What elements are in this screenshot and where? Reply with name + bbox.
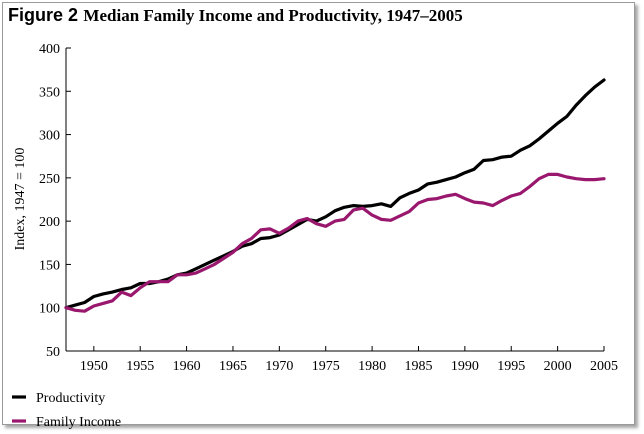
- x-ticks: 1950 1955 1960 1965 1970 1975 1980 1985 1990 1995…: [80, 346, 618, 374]
- x-tick-label: 1990: [451, 359, 479, 374]
- series-lines: [64, 78, 606, 313]
- x-tick-label: 1965: [219, 359, 247, 374]
- y-ticks: 50 100 150 200 250 300 350 400: [39, 42, 71, 360]
- y-tick-label: 150: [39, 258, 60, 273]
- x-tick-label: 1950: [80, 359, 108, 374]
- y-tick-label: 350: [39, 85, 60, 100]
- chart-axes: [65, 48, 604, 352]
- x-tick-label: 1960: [173, 359, 201, 374]
- figure-title: Figure 2 Median Family Income and Produc…: [8, 5, 463, 26]
- legend: Productivity Family Income: [12, 391, 121, 430]
- figure-title-text: Median Family Income and Productivity, 1…: [83, 6, 463, 25]
- series-line-productivity: [64, 78, 606, 310]
- y-tick-label: 400: [39, 42, 60, 57]
- x-tick-label: 1985: [404, 359, 432, 374]
- x-tick-label: 2005: [590, 359, 618, 374]
- y-tick-label: 250: [39, 172, 60, 187]
- legend-label-productivity: Productivity: [36, 391, 105, 406]
- x-tick-label: 1980: [358, 359, 386, 374]
- y-tick-label: 300: [39, 129, 60, 144]
- x-tick-label: 2000: [544, 359, 572, 374]
- figure-frame: [2, 2, 635, 425]
- x-tick-label: 1995: [497, 359, 525, 374]
- y-axis-label: Index, 1947 = 100: [13, 148, 28, 251]
- x-tick-label: 1975: [312, 359, 340, 374]
- y-tick-label: 100: [39, 302, 60, 317]
- x-tick-label: 1955: [126, 359, 154, 374]
- series-line-family-income: [64, 172, 606, 313]
- legend-label-family-income: Family Income: [36, 415, 121, 430]
- y-tick-label: 200: [39, 215, 60, 230]
- y-tick-label: 50: [46, 345, 60, 360]
- figure-label: Figure 2: [8, 5, 79, 25]
- x-tick-label: 1970: [265, 359, 293, 374]
